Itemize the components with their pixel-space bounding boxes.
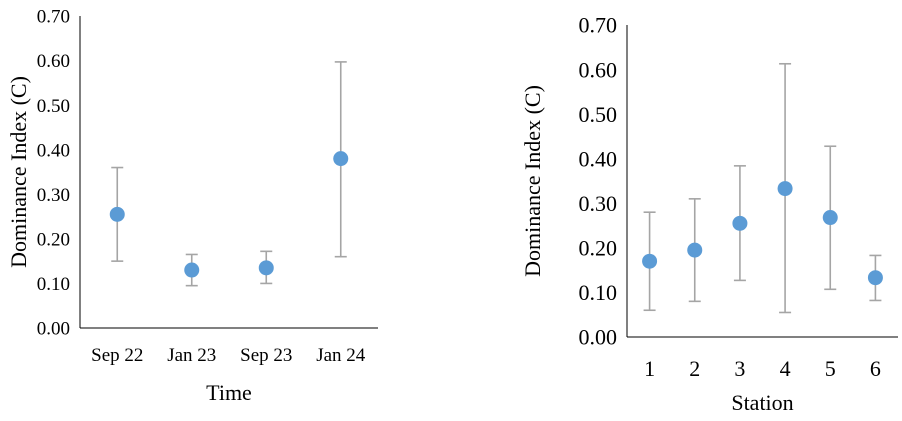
y-tick-label: 0.70 [37,7,70,28]
y-tick-label: 0.30 [579,191,618,216]
chart-time: 0.00 0.10 0.20 0.30 0.40 0.50 0.60 0.70 Sep 22 J… [6,7,378,405]
error-bars [111,61,347,287]
y-axis-label: Dominance Index (C) [520,85,545,277]
data-points [642,181,883,286]
y-tick-label: 0.30 [37,185,70,206]
x-tick-label: Sep 23 [240,345,292,366]
y-tick-label: 0.40 [37,140,70,161]
y-tick-labels: 0.00 0.10 0.20 0.30 0.40 0.50 0.60 0.70 [579,13,618,350]
y-tick-label: 0.60 [579,57,618,82]
data-point [333,151,349,167]
data-point [109,206,125,222]
x-tick-label: 3 [734,356,745,381]
y-tick-label: 0.20 [579,236,618,261]
x-tick-labels: Sep 22 Jan 23 Sep 23 Jan 24 [91,345,366,366]
y-axis-label: Dominance Index (C) [6,76,31,268]
x-axis-label: Station [731,390,793,415]
x-tick-label: Sep 22 [91,345,143,366]
y-tick-label: 0.40 [579,146,618,171]
data-point [732,215,748,231]
data-point [642,253,658,269]
x-tick-label: Jan 24 [316,345,366,366]
x-tick-label: 6 [870,356,881,381]
y-tick-label: 0.00 [37,319,70,340]
x-tick-label: 5 [825,356,836,381]
y-tick-labels: 0.00 0.10 0.20 0.30 0.40 0.50 0.60 0.70 [37,7,70,340]
x-tick-label: 4 [780,356,791,381]
x-tick-label: 2 [689,356,700,381]
y-tick-label: 0.60 [37,51,70,72]
y-tick-label: 0.10 [579,280,618,305]
y-tick-label: 0.70 [579,13,618,38]
y-tick-label: 0.10 [37,274,70,295]
error-bars [643,62,882,314]
data-point [258,260,274,276]
data-point [867,270,883,286]
y-tick-label: 0.50 [579,102,618,127]
x-tick-label: Jan 23 [167,345,216,366]
y-tick-label: 0.50 [37,96,70,117]
x-axis-label: Time [206,380,252,405]
data-point [822,210,838,226]
data-point [777,181,793,197]
data-point [687,242,703,258]
data-points [109,151,349,278]
y-tick-label: 0.20 [37,230,70,251]
y-tick-label: 0.00 [579,325,618,350]
x-tick-label: 1 [644,356,655,381]
data-point [184,262,200,278]
x-tick-labels: 1 2 3 4 5 6 [644,356,881,381]
